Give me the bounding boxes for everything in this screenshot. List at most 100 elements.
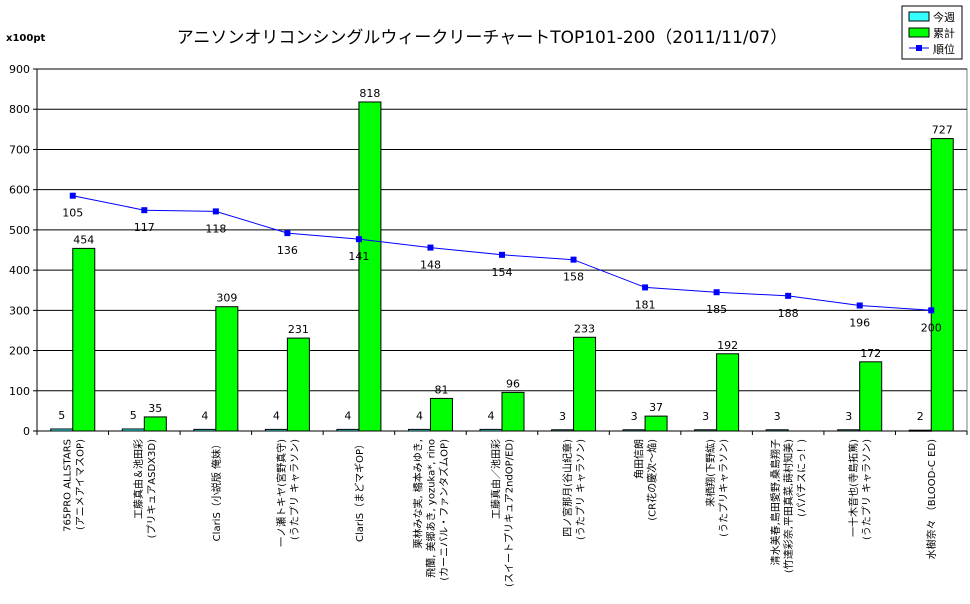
category-label-line: 工藤真由／池田彩 bbox=[490, 439, 503, 519]
category-label: 清水美春,島田愛野,桑島翔子 (竹達彩奈,平田真菜,蒔村知美) (パパチスにっ！) bbox=[769, 439, 808, 573]
bar-total bbox=[930, 138, 954, 432]
category-label-line: (パパチスにっ！) bbox=[796, 439, 808, 517]
category-label-line: 角田信朗 bbox=[634, 439, 646, 479]
y-tick-label: 700 bbox=[9, 143, 30, 156]
bar-total bbox=[501, 391, 525, 432]
data-label-total: 727 bbox=[932, 124, 953, 137]
rank-point bbox=[713, 289, 720, 296]
category-label: 栗林みな実, 橋本みゆき, 飛蘭, 美郷あき, yozuka*, rino (カーニ… bbox=[411, 439, 450, 581]
data-label-total: 81 bbox=[434, 383, 448, 396]
unit-label: x100pt bbox=[6, 33, 45, 44]
data-label-rank: 136 bbox=[277, 244, 298, 257]
category-label: 角田信朗 (CR花の慶次〜焔) bbox=[634, 439, 659, 521]
axes: 0 100 200 300 400 500 600 700 800 900 bbox=[9, 63, 968, 438]
data-label-this-week: 2 bbox=[917, 410, 924, 423]
category-label-line: 栗林みな実, 橋本みゆき, bbox=[411, 439, 424, 549]
data-label-total: 192 bbox=[717, 339, 738, 352]
rank-point bbox=[928, 307, 935, 314]
y-tick-label: 800 bbox=[9, 103, 30, 116]
bar-this-week bbox=[694, 429, 718, 432]
bar-total bbox=[859, 361, 883, 432]
category-label: 来栖翔(下野紘) (うたプリキャラソン) bbox=[704, 439, 730, 537]
data-label-total: 454 bbox=[73, 233, 94, 246]
category-label-line: 765PRO ALLSTARS bbox=[62, 439, 73, 532]
category-label: 一十木音也(寺島拓篤) (うたプリ キャラソン) bbox=[847, 439, 873, 540]
category-label-line: ClariS（小説版 俺妹） bbox=[210, 439, 223, 541]
category-label: 765PRO ALLSTARS (アニメアイマスOP) bbox=[62, 439, 86, 532]
y-tick-label: 500 bbox=[9, 224, 30, 237]
legend-label-total: 累計 bbox=[933, 26, 955, 40]
category-label-line: (アニメアイマスOP) bbox=[75, 439, 86, 530]
legend-swatch-this-week bbox=[908, 11, 930, 22]
legend-marker-rank bbox=[916, 45, 922, 51]
category-label-line: 清水美春,島田愛野,桑島翔子 bbox=[769, 439, 782, 565]
legend-label-rank: 順位 bbox=[933, 42, 955, 56]
data-label-this-week: 3 bbox=[559, 410, 566, 423]
bar-total bbox=[429, 397, 453, 432]
data-label-rank: 118 bbox=[205, 222, 226, 235]
rank-point bbox=[785, 292, 792, 299]
rank-point bbox=[69, 192, 76, 199]
data-label-total: 309 bbox=[216, 292, 237, 305]
bar-this-week bbox=[407, 428, 431, 432]
data-label-this-week: 5 bbox=[58, 409, 65, 422]
data-label-rank: 200 bbox=[921, 321, 942, 334]
category-label-line: (うたプリ キャラソン) bbox=[861, 439, 873, 540]
rank-point bbox=[355, 236, 362, 243]
category-label-line: (竹達彩奈,平田真菜,蒔村知美) bbox=[782, 439, 795, 573]
data-label-rank: 154 bbox=[492, 266, 513, 279]
category-label: 工藤真由／池田彩 (スイートプリキュア2ndOP/ED) bbox=[490, 439, 516, 587]
category-label-line: (プリキュアASDX3D) bbox=[146, 439, 158, 539]
bar-this-week bbox=[193, 428, 217, 432]
rank-point bbox=[284, 230, 291, 237]
data-label-this-week: 3 bbox=[631, 410, 638, 423]
category-labels: 765PRO ALLSTARS (アニメアイマスOP) 工藤真由＆池田彩 (プリキュア… bbox=[62, 439, 938, 587]
rank-point bbox=[427, 244, 434, 251]
grid bbox=[36, 68, 968, 432]
data-label-this-week: 4 bbox=[201, 409, 208, 422]
data-label-rank: 141 bbox=[348, 250, 369, 263]
y-tick-label: 0 bbox=[23, 425, 30, 438]
category-label-line: (CR花の慶次〜焔) bbox=[646, 439, 659, 521]
bar-this-week bbox=[765, 429, 789, 432]
rank-point bbox=[856, 302, 863, 309]
category-label: ClariS（小説版 俺妹） bbox=[210, 439, 223, 541]
data-label-this-week: 3 bbox=[845, 410, 852, 423]
data-label-rank: 148 bbox=[420, 259, 441, 272]
bar-this-week bbox=[479, 428, 503, 432]
category-label: ClariS（まどマギOP） bbox=[354, 439, 366, 542]
bar-this-week bbox=[837, 429, 861, 432]
bar-this-week bbox=[551, 429, 575, 432]
category-label-line: 一ノ瀬トキヤ(宮野真守) bbox=[275, 439, 288, 547]
data-label-rank: 158 bbox=[563, 271, 584, 284]
y-tick-label: 400 bbox=[9, 264, 30, 277]
plot-area bbox=[36, 68, 968, 432]
category-label-line: 水樹奈々 （BLOOD-C ED) bbox=[925, 439, 938, 559]
data-label-this-week: 4 bbox=[344, 409, 351, 422]
data-label-rank: 181 bbox=[635, 298, 656, 311]
category-label: 一ノ瀬トキヤ(宮野真守) (うたプリ キャラソン) bbox=[275, 439, 301, 547]
data-label-total: 233 bbox=[574, 322, 595, 335]
bar-this-week bbox=[908, 429, 932, 432]
category-label-line: 来栖翔(下野紘) bbox=[704, 439, 717, 507]
bar-total bbox=[143, 416, 167, 432]
data-label-this-week: 3 bbox=[702, 410, 709, 423]
y-tick-label: 900 bbox=[9, 63, 30, 76]
category-label-line: (スイートプリキュア2ndOP/ED) bbox=[504, 439, 516, 587]
data-label-rank: 185 bbox=[706, 303, 727, 316]
bar-total bbox=[215, 306, 239, 432]
data-label-total: 172 bbox=[860, 347, 881, 360]
legend: 今週 累計 順位 bbox=[901, 5, 963, 60]
category-label: 工藤真由＆池田彩 (プリキュアASDX3D) bbox=[132, 439, 158, 539]
data-label-rank: 117 bbox=[134, 221, 155, 234]
category-label-line: 工藤真由＆池田彩 bbox=[132, 439, 145, 519]
y-tick-label: 600 bbox=[9, 184, 30, 197]
data-label-rank: 188 bbox=[778, 307, 799, 320]
bar-total bbox=[358, 101, 382, 432]
category-label-line: 一十木音也(寺島拓篤) bbox=[847, 439, 860, 537]
data-label-total: 818 bbox=[359, 87, 380, 100]
data-label-total: 35 bbox=[148, 402, 162, 415]
bar-total bbox=[644, 415, 668, 432]
data-label-total: 96 bbox=[506, 377, 520, 390]
